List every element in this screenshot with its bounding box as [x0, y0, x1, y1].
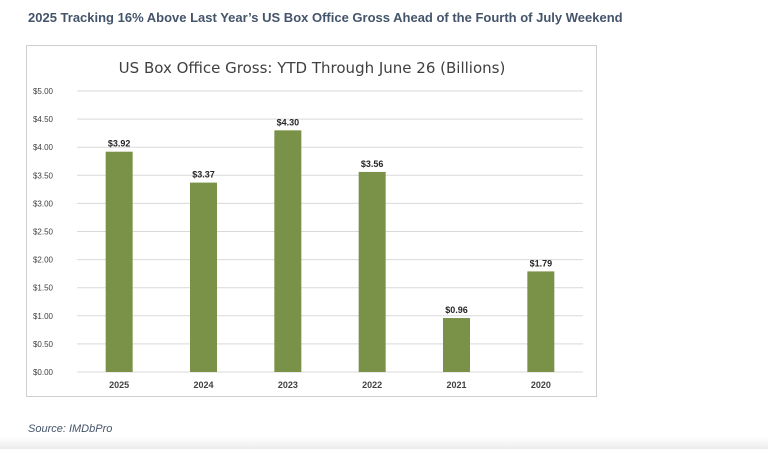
y-tick-label: $0.50	[33, 340, 54, 349]
chart-title: US Box Office Gross: YTD Through June 26…	[119, 59, 506, 77]
x-tick-label-2025: 2025	[109, 380, 129, 390]
y-tick-label: $5.00	[33, 87, 54, 96]
data-label-2022: $3.56	[361, 159, 384, 169]
x-tick-label-2021: 2021	[446, 380, 466, 390]
gridlines	[77, 90, 583, 373]
y-tick-label: $4.50	[33, 115, 54, 124]
data-label-2025: $3.92	[108, 139, 131, 149]
chart-svg: US Box Office Gross: YTD Through June 26…	[33, 59, 583, 390]
y-tick-label: $2.50	[33, 228, 54, 237]
y-tick-label: $3.00	[33, 199, 54, 208]
y-tick-label: $0.00	[33, 368, 54, 377]
bar-2024	[190, 182, 217, 372]
x-tick-label-2024: 2024	[193, 380, 213, 390]
y-tick-label: $4.00	[33, 143, 54, 152]
bar-chart: US Box Office Gross: YTD Through June 26…	[26, 45, 597, 397]
data-label-2020: $1.79	[530, 258, 553, 268]
x-tick-label-2023: 2023	[278, 380, 298, 390]
source-note: Source: IMDbPro	[28, 423, 113, 435]
data-label-2021: $0.96	[445, 305, 468, 315]
bar-2025	[105, 151, 133, 372]
bar-2021	[443, 318, 470, 372]
data-label-2024: $3.37	[192, 170, 215, 180]
bars: $3.92 $3.37 $4.30 $3.56 $0.96 $1.79	[105, 117, 555, 372]
bar-2020	[527, 271, 555, 372]
y-tick-label: $2.00	[33, 256, 54, 265]
x-axis-ticks: 2025 2024 2023 2022 2021 2020	[109, 380, 551, 390]
data-label-2023: $4.30	[277, 117, 300, 127]
y-axis-ticks: $0.00 $0.50 $1.00 $1.50 $2.00 $2.50 $3.00 $3.50…	[33, 87, 54, 377]
bottom-fade	[0, 437, 768, 449]
headline: 2025 Tracking 16% Above Last Year’s US B…	[28, 10, 623, 25]
y-tick-label: $1.00	[33, 312, 54, 321]
x-tick-label-2020: 2020	[531, 380, 551, 390]
bar-2023	[274, 130, 302, 372]
bar-2022	[358, 171, 386, 372]
x-tick-label-2022: 2022	[362, 380, 382, 390]
y-tick-label: $1.50	[33, 284, 54, 293]
y-tick-label: $3.50	[33, 171, 54, 180]
